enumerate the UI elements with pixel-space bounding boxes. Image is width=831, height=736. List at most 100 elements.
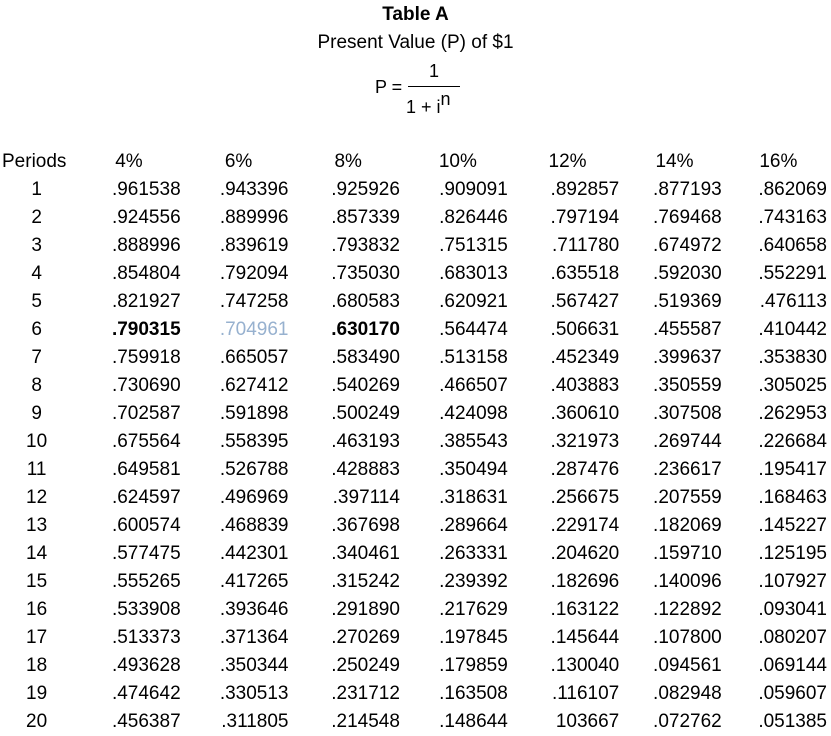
value-cell: .797194 [550, 207, 620, 228]
value-cell: .506631 [550, 319, 620, 340]
period-cell: 16 [26, 599, 48, 620]
value-cell: .145227 [758, 515, 827, 536]
table-row: 8 .730690 .627412 .540269 .466507 .403883 .350… [0, 372, 831, 400]
value-cell: .069144 [758, 655, 827, 676]
value-cell: .080207 [758, 627, 827, 648]
present-value-table: Periods 4% 6% 8% 10% 12% 14% 16% 1 .96153… [0, 148, 831, 736]
column-header-rate: 12% [548, 151, 587, 172]
value-cell: .442301 [219, 543, 289, 564]
period-cell: 12 [26, 487, 48, 508]
value-cell: .428883 [331, 459, 400, 480]
value-cell: .239392 [439, 571, 508, 592]
value-cell: .704961 [219, 319, 289, 340]
value-cell: .051385 [758, 711, 827, 732]
value-cell: .182696 [550, 571, 620, 592]
value-cell: .463193 [331, 431, 400, 452]
table-row: 18 .493628 .350344 .250249 .179859 .130040 .09… [0, 652, 831, 680]
value-cell: .857339 [331, 207, 400, 228]
value-cell: .263331 [439, 543, 508, 564]
value-cell: .730690 [111, 375, 181, 396]
period-cell: 4 [31, 263, 42, 284]
value-cell: .385543 [439, 431, 508, 452]
table-row: 1 .961538 .943396 .925926 .909091 .892857 .877… [0, 176, 831, 204]
value-cell: .577475 [111, 543, 181, 564]
value-cell: .207559 [653, 487, 722, 508]
value-cell: .526788 [219, 459, 289, 480]
value-cell: .182069 [653, 515, 722, 536]
table-row: 10 .675564 .558395 .463193 .385543 .321973 .26… [0, 428, 831, 456]
value-cell: .751315 [439, 235, 508, 256]
header-row: Periods 4% 6% 8% 10% 12% 14% 16% [0, 148, 831, 176]
value-cell: .159710 [653, 543, 722, 564]
value-cell: .353830 [758, 347, 827, 368]
value-cell: .759918 [111, 347, 181, 368]
value-cell: .493628 [111, 655, 181, 676]
present-value-formula: P = 1 1 + in [366, 60, 476, 120]
table-row: 17 .513373 .371364 .270269 .197845 .145644 .10… [0, 624, 831, 652]
value-cell: .513158 [439, 347, 508, 368]
value-cell: .854804 [111, 263, 181, 284]
value-cell: .094561 [653, 655, 722, 676]
value-cell: .943396 [219, 179, 289, 200]
value-cell: .769468 [653, 207, 722, 228]
value-cell: .397114 [332, 487, 400, 508]
value-cell: .403883 [550, 375, 620, 396]
value-cell: .961538 [111, 179, 181, 200]
period-cell: 15 [26, 571, 48, 592]
value-cell: .145644 [550, 627, 620, 648]
value-cell: .236617 [653, 459, 722, 480]
value-cell: .564474 [439, 319, 508, 340]
table-row: 6 .790315 .704961 .630170 .564474 .506631 .455… [0, 316, 831, 344]
value-cell: .839619 [219, 235, 289, 256]
value-cell: .862069 [758, 179, 827, 200]
value-cell: .909091 [439, 179, 508, 200]
value-cell: .533908 [111, 599, 181, 620]
table-row: 20 .456387 .311805 .214548 .148644 103667 .072… [0, 708, 831, 736]
value-cell: .567427 [550, 291, 620, 312]
value-cell: .600574 [111, 515, 181, 536]
table-subtitle: Present Value (P) of $1 [317, 32, 514, 53]
value-cell: .452349 [550, 347, 620, 368]
table-row: 2 .924556 .889996 .857339 .826446 .797194 .769… [0, 204, 831, 232]
value-cell: .350344 [219, 655, 289, 676]
value-cell: .315242 [331, 571, 400, 592]
column-header-periods: Periods [2, 151, 67, 172]
period-cell: 2 [31, 207, 42, 228]
value-cell: .360610 [550, 403, 620, 424]
value-cell: .925926 [331, 179, 400, 200]
value-cell: .262953 [758, 403, 827, 424]
period-cell: 20 [26, 711, 48, 732]
value-cell: .307508 [653, 403, 722, 424]
value-cell: .417265 [219, 571, 289, 592]
period-cell: 10 [26, 431, 48, 452]
value-cell: .683013 [439, 263, 508, 284]
value-cell: .635518 [550, 263, 620, 284]
value-cell: .107927 [758, 571, 827, 592]
value-cell: .456387 [111, 711, 181, 732]
value-cell: .393646 [219, 599, 289, 620]
value-cell: .790315 [111, 319, 181, 340]
table-body: 1 .961538 .943396 .925926 .909091 .892857 .877… [0, 176, 831, 736]
value-cell: .256675 [550, 487, 620, 508]
value-cell: .179859 [439, 655, 508, 676]
value-cell: .229174 [550, 515, 620, 536]
value-cell: .540269 [331, 375, 400, 396]
formula-exponent: n [440, 89, 451, 109]
period-cell: 5 [31, 291, 42, 312]
period-cell: 14 [26, 543, 48, 564]
value-cell: .877193 [653, 179, 722, 200]
value-cell: .555265 [111, 571, 181, 592]
value-cell: .468839 [219, 515, 289, 536]
value-cell: .496969 [219, 487, 289, 508]
value-cell: .627412 [219, 375, 289, 396]
table-title: Table A [382, 4, 449, 25]
value-cell: .072762 [653, 711, 722, 732]
value-cell: .093041 [758, 599, 827, 620]
value-cell: .305025 [758, 375, 827, 396]
value-cell: .197845 [439, 627, 508, 648]
value-cell: .476113 [759, 291, 827, 312]
value-cell: .889996 [219, 207, 289, 228]
value-cell: .711780 [551, 235, 620, 256]
value-cell: .082948 [653, 683, 722, 704]
value-cell: .743163 [758, 207, 827, 228]
